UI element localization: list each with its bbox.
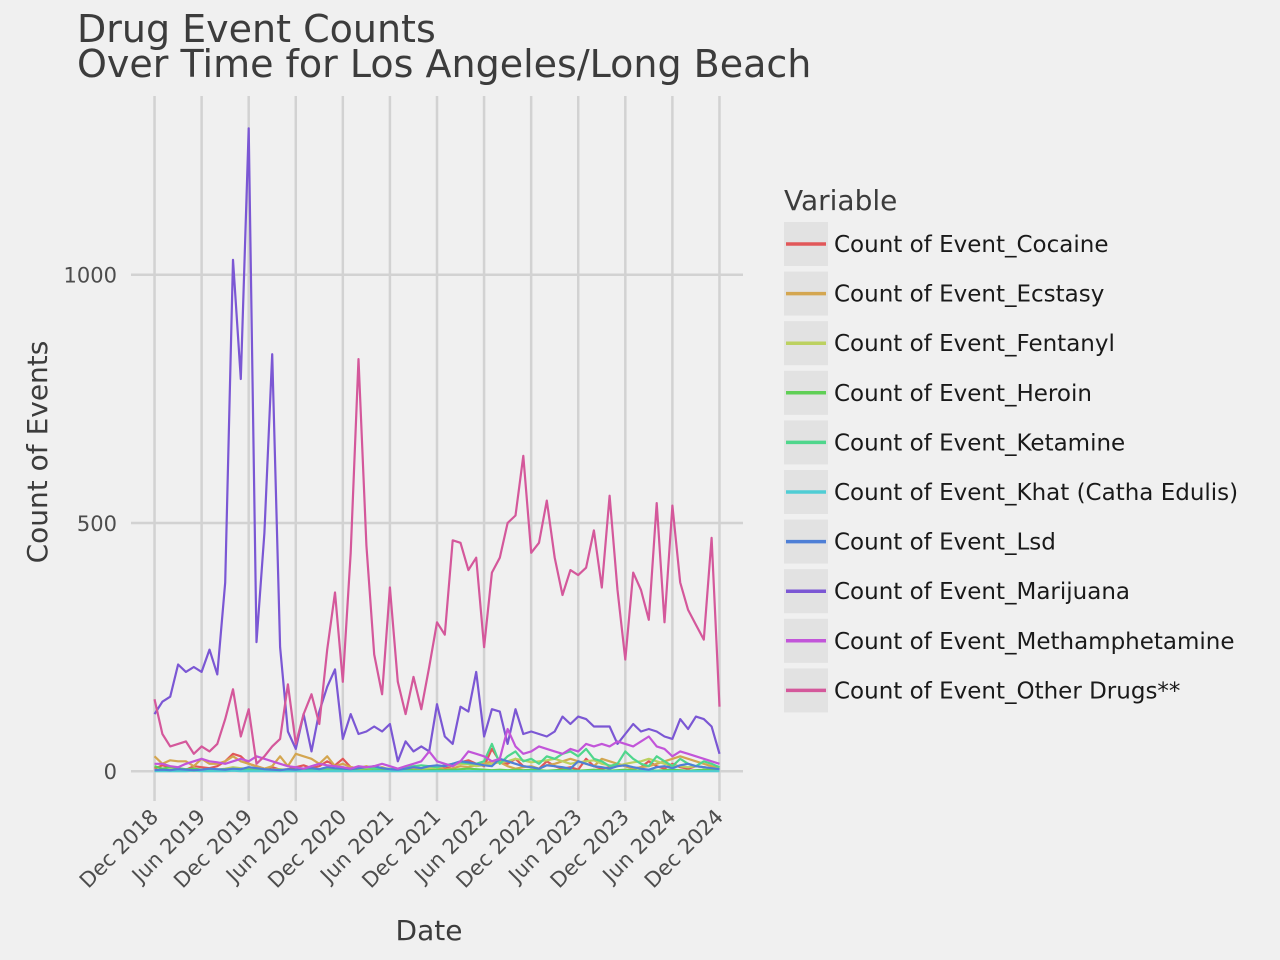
- legend-item: Count of Event_Khat (Catha Edulis): [784, 470, 1238, 514]
- series-line-count-of-event-other-drugs: [153, 358, 721, 765]
- y-tick-labels: 0 500 1000: [64, 264, 117, 784]
- y-tick-label: 500: [77, 512, 117, 536]
- legend-entries: Count of Event_Cocaine Count of Event_Ecs…: [784, 222, 1238, 713]
- legend-label: Count of Event_Fentanyl: [834, 331, 1115, 357]
- y-tick-label: 0: [104, 760, 117, 784]
- series-line-count-of-event-khat-catha-edulis: [154, 769, 720, 773]
- legend-item: Count of Event_Other Drugs**: [784, 668, 1180, 713]
- legend-label: Count of Event_Ketamine: [834, 430, 1125, 456]
- series-line-count-of-event-methamphetamine: [154, 727, 720, 770]
- legend-item: Count of Event_Lsd: [784, 519, 1056, 564]
- legend-item: Count of Event_Methamphetamine: [784, 618, 1235, 663]
- legend-title: Variable: [784, 184, 897, 217]
- legend-label: Count of Event_Ecstasy: [834, 282, 1104, 308]
- legend-item: Count of Event_Ecstasy: [784, 271, 1104, 316]
- series-line-count-of-event-lsd: [154, 757, 720, 772]
- legend-item: Count of Event_Ketamine: [784, 420, 1125, 465]
- legend-label: Count of Event_Lsd: [834, 530, 1056, 556]
- legend-item: Count of Event_Cocaine: [784, 222, 1108, 266]
- legend-item: Count of Event_Heroin: [784, 370, 1092, 415]
- legend-label: Count of Event_Cocaine: [834, 232, 1108, 258]
- x-axis-title: Date: [396, 914, 463, 947]
- legend-label: Count of Event_Methamphetamine: [834, 629, 1235, 655]
- series-lines: [153, 127, 721, 773]
- legend-item: Count of Event_Marijuana: [784, 569, 1130, 614]
- legend-label: Count of Event_Other Drugs**: [834, 678, 1180, 704]
- chart-title: Drug Event Counts: [77, 7, 436, 51]
- series-line-count-of-event-marijuana: [153, 127, 721, 763]
- legend-label: Count of Event_Marijuana: [834, 579, 1130, 605]
- y-axis-title: Count of Events: [21, 341, 54, 564]
- legend-label: Count of Event_Heroin: [834, 381, 1092, 407]
- y-tick-label: 1000: [64, 264, 117, 288]
- chart-subtitle: Over Time for Los Angeles/Long Beach: [77, 42, 811, 86]
- legend-label: Count of Event_Khat (Catha Edulis): [834, 480, 1238, 506]
- legend-item: Count of Event_Fentanyl: [784, 321, 1115, 366]
